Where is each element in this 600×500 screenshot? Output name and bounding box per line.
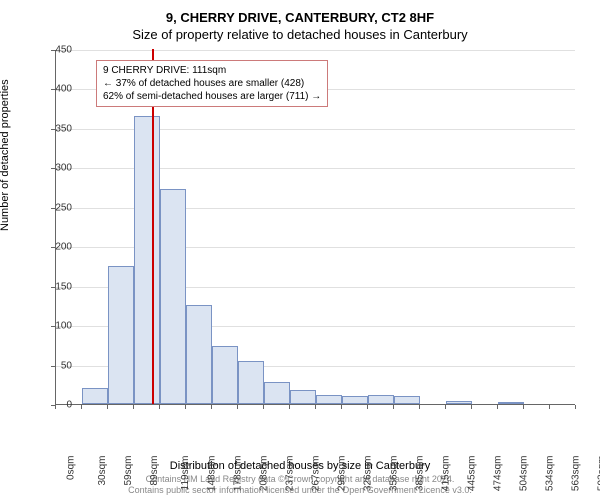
xtick-mark bbox=[159, 405, 160, 409]
ytick-label: 350 bbox=[55, 123, 72, 134]
xtick-mark bbox=[289, 405, 290, 409]
x-axis-label: Distribution of detached houses by size … bbox=[0, 460, 600, 472]
histogram-chart: 9 CHERRY DRIVE: 111sqm← 37% of detached … bbox=[55, 50, 575, 405]
histogram-bar bbox=[498, 402, 524, 404]
ytick-mark bbox=[51, 208, 55, 209]
histogram-bar bbox=[316, 395, 342, 404]
ytick-mark bbox=[51, 89, 55, 90]
histogram-bar bbox=[186, 305, 212, 404]
ytick-mark bbox=[51, 326, 55, 327]
annotation-line3: 62% of semi-detached houses are larger (… bbox=[103, 90, 321, 103]
xtick-label: 208sqm bbox=[259, 456, 270, 492]
footer-line1: Contains HM Land Registry data © Crown c… bbox=[0, 474, 600, 485]
xtick-label: 237sqm bbox=[285, 456, 296, 492]
xtick-mark bbox=[81, 405, 82, 409]
footer-line2: Contains public sector information licen… bbox=[0, 485, 600, 496]
xtick-mark bbox=[393, 405, 394, 409]
ytick-label: 50 bbox=[61, 360, 72, 371]
xtick-mark bbox=[133, 405, 134, 409]
footer-attribution: Contains HM Land Registry data © Crown c… bbox=[0, 474, 600, 496]
xtick-mark bbox=[419, 405, 420, 409]
xtick-mark bbox=[549, 405, 550, 409]
xtick-mark bbox=[367, 405, 368, 409]
title-sub: Size of property relative to detached ho… bbox=[0, 25, 600, 50]
xtick-label: 296sqm bbox=[337, 456, 348, 492]
xtick-mark bbox=[237, 405, 238, 409]
xtick-label: 504sqm bbox=[519, 456, 530, 492]
xtick-mark bbox=[263, 405, 264, 409]
xtick-label: 89sqm bbox=[149, 456, 160, 486]
xtick-label: 267sqm bbox=[311, 456, 322, 492]
ytick-mark bbox=[51, 366, 55, 367]
xtick-mark bbox=[445, 405, 446, 409]
xtick-label: 563sqm bbox=[571, 456, 582, 492]
xtick-label: 326sqm bbox=[363, 456, 374, 492]
xtick-mark bbox=[211, 405, 212, 409]
xtick-label: 356sqm bbox=[389, 456, 400, 492]
xtick-label: 148sqm bbox=[207, 456, 218, 492]
xtick-label: 385sqm bbox=[415, 456, 426, 492]
histogram-bar bbox=[212, 346, 238, 404]
xtick-label: 534sqm bbox=[545, 456, 556, 492]
ytick-mark bbox=[51, 247, 55, 248]
histogram-bar bbox=[160, 189, 186, 404]
histogram-bar bbox=[446, 401, 472, 404]
xtick-label: 593sqm bbox=[597, 456, 600, 492]
histogram-bar bbox=[394, 396, 420, 404]
xtick-label: 445sqm bbox=[467, 456, 478, 492]
histogram-bar bbox=[108, 266, 134, 404]
annotation-box: 9 CHERRY DRIVE: 111sqm← 37% of detached … bbox=[96, 60, 328, 107]
ytick-label: 300 bbox=[55, 163, 72, 174]
histogram-bar bbox=[82, 388, 108, 404]
ytick-mark bbox=[51, 50, 55, 51]
ytick-label: 150 bbox=[55, 281, 72, 292]
annotation-line1: 9 CHERRY DRIVE: 111sqm bbox=[103, 64, 321, 77]
xtick-mark bbox=[341, 405, 342, 409]
xtick-mark bbox=[55, 405, 56, 409]
histogram-bar bbox=[290, 390, 316, 404]
xtick-label: 474sqm bbox=[493, 456, 504, 492]
gridline bbox=[56, 50, 575, 51]
xtick-label: 415sqm bbox=[441, 456, 452, 492]
xtick-label: 119sqm bbox=[180, 456, 191, 491]
histogram-bar bbox=[134, 116, 160, 404]
xtick-mark bbox=[471, 405, 472, 409]
histogram-bar bbox=[368, 395, 394, 404]
histogram-bar bbox=[238, 361, 264, 404]
annotation-line2: ← 37% of detached houses are smaller (42… bbox=[103, 77, 321, 90]
xtick-label: 59sqm bbox=[123, 456, 134, 486]
histogram-bar bbox=[342, 396, 368, 404]
xtick-mark bbox=[497, 405, 498, 409]
ytick-mark bbox=[51, 129, 55, 130]
xtick-mark bbox=[315, 405, 316, 409]
ytick-mark bbox=[51, 287, 55, 288]
y-axis-label: Number of detached properties bbox=[0, 79, 11, 231]
ytick-label: 400 bbox=[55, 84, 72, 95]
ytick-label: 200 bbox=[55, 242, 72, 253]
ytick-label: 100 bbox=[55, 321, 72, 332]
ytick-mark bbox=[51, 168, 55, 169]
ytick-label: 250 bbox=[55, 202, 72, 213]
xtick-mark bbox=[575, 405, 576, 409]
ytick-label: 0 bbox=[66, 400, 72, 411]
xtick-label: 30sqm bbox=[97, 456, 108, 486]
histogram-bar bbox=[264, 382, 290, 404]
xtick-mark bbox=[107, 405, 108, 409]
xtick-label: 178sqm bbox=[233, 456, 244, 492]
ytick-label: 450 bbox=[55, 45, 72, 56]
title-main: 9, CHERRY DRIVE, CANTERBURY, CT2 8HF bbox=[0, 0, 600, 25]
xtick-label: 0sqm bbox=[65, 456, 76, 480]
xtick-mark bbox=[185, 405, 186, 409]
xtick-mark bbox=[523, 405, 524, 409]
